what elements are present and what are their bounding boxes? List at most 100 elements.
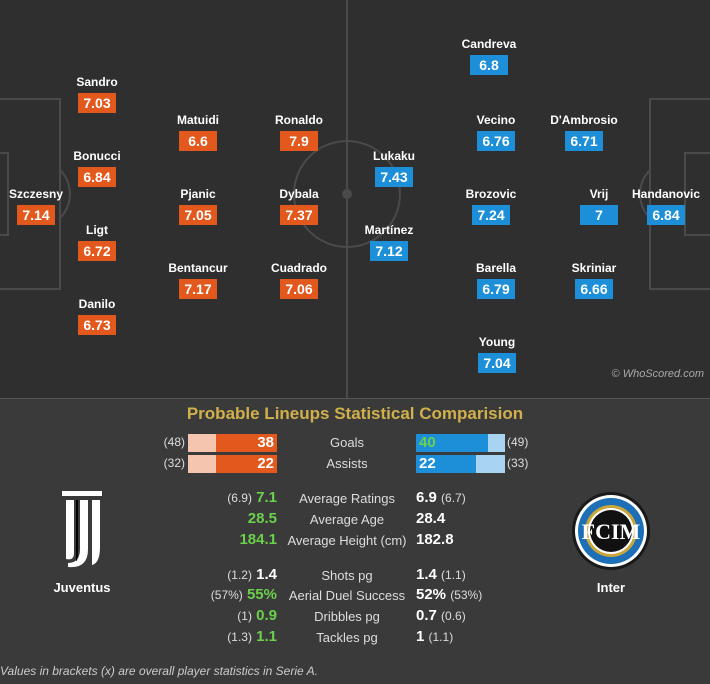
player-name: Brozovic [465, 187, 517, 201]
player-card-dybala[interactable]: Dybala 7.37 [254, 187, 344, 225]
away-overall-value: (49) [507, 435, 529, 449]
home-overall-value: (1.2) [227, 568, 252, 582]
player-rating: 6.71 [565, 131, 603, 151]
player-rating: 6.76 [477, 131, 515, 151]
player-card-matuidi[interactable]: Matuidi 6.6 [153, 113, 243, 151]
player-card-brozovic[interactable]: Brozovic 7.24 [446, 187, 536, 225]
away-stat: 182.8 [416, 531, 454, 548]
stat-row-assists: (32) 22 Assists 22 (33) [0, 455, 710, 473]
away-value: 6.9 [416, 489, 437, 506]
player-name: Dybala [279, 187, 319, 201]
player-card-pjanic[interactable]: Pjanic 7.05 [153, 187, 243, 225]
stat-label: Tackles pg [316, 630, 378, 645]
player-name: Vecino [476, 113, 516, 127]
stat-row-aerial-duel-success: (57%) 55% Aerial Duel Success 52% (53%) [0, 586, 710, 606]
away-overall-value: (53%) [450, 588, 483, 602]
away-overall-value: (1.1) [428, 630, 454, 644]
stat-row-goals: (48) 38 Goals 40 (49) [0, 434, 710, 452]
player-rating: 7.9 [280, 131, 318, 151]
player-name: Matuidi [177, 113, 219, 127]
player-rating: 7.37 [280, 205, 318, 225]
player-rating: 6.66 [575, 279, 613, 299]
player-name: Szczesny [8, 187, 64, 201]
away-value: 0.7 [416, 607, 437, 624]
home-overall-value: (6.9) [227, 491, 252, 505]
home-stat: (1.2) 1.4 [227, 566, 277, 583]
home-value: 1.4 [256, 566, 277, 583]
player-card-candreva[interactable]: Candreva 6.8 [444, 37, 534, 75]
player-card-bonucci[interactable]: Bonucci 6.84 [52, 149, 142, 187]
home-value: 38 [257, 434, 274, 451]
player-rating: 7.24 [472, 205, 510, 225]
player-card-barella[interactable]: Barella 6.79 [451, 261, 541, 299]
away-stat: 0.7 (0.6) [416, 607, 466, 624]
home-overall-value: (57%) [210, 588, 243, 602]
away-value: 182.8 [416, 531, 454, 548]
player-name: Barella [475, 261, 517, 275]
away-team-name: Inter [596, 580, 626, 595]
player-name: Vrij [589, 187, 609, 201]
player-card-bentancur[interactable]: Bentancur 7.17 [153, 261, 243, 299]
home-bar: 38 [188, 434, 277, 452]
player-card-danilo[interactable]: Danilo 6.73 [52, 297, 142, 335]
player-rating: 7.03 [78, 93, 116, 113]
player-card-cuadrado[interactable]: Cuadrado 7.06 [254, 261, 344, 299]
player-rating: 6.72 [78, 241, 116, 261]
player-name: Ligt [86, 223, 108, 237]
player-card-ligt[interactable]: Ligt 6.72 [52, 223, 142, 261]
home-value: 184.1 [239, 531, 277, 548]
home-bar: 22 [188, 455, 277, 473]
home-value: 0.9 [256, 607, 277, 624]
away-value: 1.4 [416, 566, 437, 583]
stat-label: Average Age [309, 512, 385, 527]
home-value: 1.1 [256, 628, 277, 645]
footnote: Values in brackets (x) are overall playe… [0, 664, 318, 678]
player-card-vrij[interactable]: Vrij 7 [554, 187, 644, 225]
home-stat: 28.5 [248, 510, 277, 527]
stat-label: Average Ratings [299, 491, 395, 506]
player-card-lukaku[interactable]: Lukaku 7.43 [349, 149, 439, 187]
stat-label: Assists [326, 456, 368, 471]
away-bar-fill [416, 455, 476, 473]
player-card-skriniar[interactable]: Skriniar 6.66 [549, 261, 639, 299]
player-card-dambrosio[interactable]: D'Ambrosio 6.71 [539, 113, 629, 151]
stat-row-dribbles: (1) 0.9 Dribbles pg 0.7 (0.6) [0, 607, 710, 627]
home-overall-value: (32) [163, 456, 185, 470]
away-bar-fill [416, 434, 489, 452]
player-rating: 6.8 [470, 55, 508, 75]
player-rating: 7.05 [179, 205, 217, 225]
home-stat: (1.3) 1.1 [227, 628, 277, 645]
player-name: Pjanic [180, 187, 216, 201]
away-bar: 40 [416, 434, 505, 452]
player-rating: 7.06 [280, 279, 318, 299]
player-card-vecino[interactable]: Vecino 6.76 [451, 113, 541, 151]
home-stat: (57%) 55% [211, 586, 277, 603]
player-rating: 7.12 [370, 241, 408, 261]
player-name: Ronaldo [275, 113, 323, 127]
player-name: Skriniar [571, 261, 617, 275]
player-rating: 7.17 [179, 279, 217, 299]
away-team[interactable]: FCIM Inter [556, 491, 666, 595]
player-card-szczesny[interactable]: Szczesny 7.14 [0, 187, 81, 225]
player-card-handanovic[interactable]: Handanovic 6.84 [621, 187, 710, 225]
player-card-sandro[interactable]: Sandro 7.03 [52, 75, 142, 113]
away-value: 1 [416, 628, 425, 645]
home-stat: (1) 0.9 [237, 607, 277, 624]
player-name: Bentancur [168, 261, 228, 275]
credit-text: © WhoScored.com [611, 368, 704, 380]
player-name: Sandro [76, 75, 118, 89]
away-overall-value: (1.1) [441, 568, 466, 582]
away-stat: 28.4 [416, 510, 445, 527]
player-name: Danilo [78, 297, 116, 311]
away-value: 22 [419, 455, 436, 472]
player-rating: 6.6 [179, 131, 217, 151]
home-team[interactable]: Juventus [27, 491, 137, 595]
player-card-young[interactable]: Young 7.04 [452, 335, 542, 373]
player-card-ronaldo[interactable]: Ronaldo 7.9 [254, 113, 344, 151]
stat-label: Shots pg [321, 568, 373, 583]
away-value: 40 [419, 434, 436, 451]
comparison-title: Probable Lineups Statistical Comparision [186, 404, 524, 423]
stat-row-average-ratings: (6.9) 7.1 Average Ratings 6.9 (6.7) [0, 489, 710, 509]
player-card-martinez[interactable]: Martínez 7.12 [344, 223, 434, 261]
away-stat: 1 (1.1) [416, 628, 453, 645]
